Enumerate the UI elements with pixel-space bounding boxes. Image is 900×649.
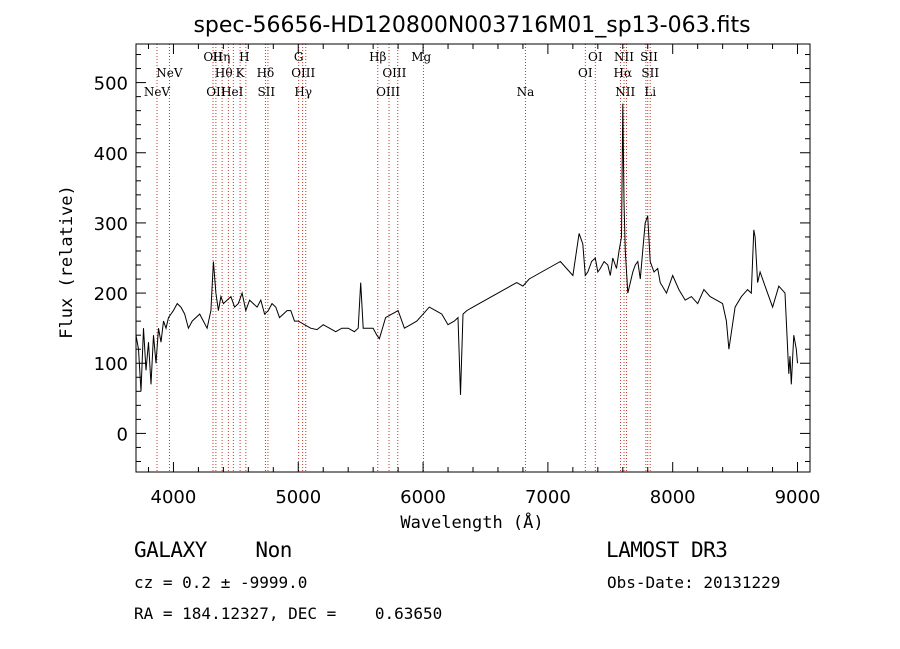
spectrum-series-line	[135, 103, 798, 395]
x-tick-label: 9000	[775, 487, 821, 508]
emission-line-label: Hθ	[215, 66, 233, 80]
emission-line-label: OI	[588, 50, 603, 64]
emission-line-label: H	[239, 50, 249, 64]
emission-line-label: Hα	[613, 66, 632, 80]
emission-line-label: Hγ	[294, 85, 312, 99]
emission-line-label: Hβ	[369, 50, 386, 64]
emission-line-label: Li	[644, 85, 656, 99]
y-tick-label: 400	[94, 144, 128, 165]
emission-line-label: NeV	[156, 66, 183, 80]
emission-line-label: NII	[614, 50, 634, 64]
x-tick-label: 5000	[275, 487, 321, 508]
x-tick-label: 7000	[525, 487, 571, 508]
x-tick-label: 8000	[650, 487, 696, 508]
y-axis-ticks: 0 100 200 300 400 500	[94, 54, 810, 462]
coordinates-label: RA = 184.12327, DEC = 0.63650	[134, 604, 443, 623]
object-class-label: GALAXY Non	[134, 538, 292, 562]
x-tick-label: 6000	[400, 487, 446, 508]
emission-line-label: K	[236, 66, 246, 80]
x-axis-label: Wavelength (Å)	[400, 511, 543, 533]
x-tick-label: 4000	[151, 487, 197, 508]
emission-line-label: NII	[615, 85, 635, 99]
chart-title: spec-56656-HD120800N003716M01_sp13-063.f…	[193, 13, 750, 38]
y-tick-label: 300	[94, 214, 128, 235]
emission-line-label: Mg	[411, 50, 431, 64]
survey-label: LAMOST DR3	[606, 538, 728, 562]
emission-line-label: HeI	[221, 85, 244, 99]
spectrum-chart: spec-56656-HD120800N003716M01_sp13-063.f…	[57, 13, 821, 533]
x-axis-ticks: 4000 5000 6000 7000 8000 9000	[147, 44, 821, 508]
emission-line-label: Na	[517, 85, 535, 99]
emission-line-label: SII	[641, 66, 659, 80]
emission-line-label: Hη	[213, 50, 231, 64]
y-tick-label: 0	[117, 424, 128, 445]
emission-line-label: OIII	[291, 66, 315, 80]
emission-line-label: NeV	[144, 85, 171, 99]
emission-line-label: SII	[640, 50, 658, 64]
y-axis-label: Flux (relative)	[57, 185, 77, 339]
emission-line-label: OIII	[376, 85, 400, 99]
emission-line-label: OII	[206, 85, 226, 99]
emission-line-labels: NeVNeVOIIOIIHηHθHeIKHHδSIIGOIIIHγHβOIIIO…	[144, 50, 660, 99]
y-tick-label: 500	[94, 74, 128, 95]
y-tick-label: 100	[94, 354, 128, 375]
emission-line-label: G	[294, 50, 304, 64]
emission-line-label: OII	[203, 50, 223, 64]
plot-frame	[135, 43, 811, 473]
redshift-label: cz = 0.2 ± -9999.0	[134, 573, 308, 592]
y-tick-label: 200	[94, 284, 128, 305]
emission-line-label: OIII	[382, 66, 406, 80]
emission-line-markers	[156, 44, 651, 472]
emission-line-label: Hδ	[257, 66, 275, 80]
emission-line-label: SII	[257, 85, 275, 99]
obs-date-label: Obs-Date: 20131229	[607, 573, 781, 592]
emission-line-label: OI	[578, 66, 593, 80]
